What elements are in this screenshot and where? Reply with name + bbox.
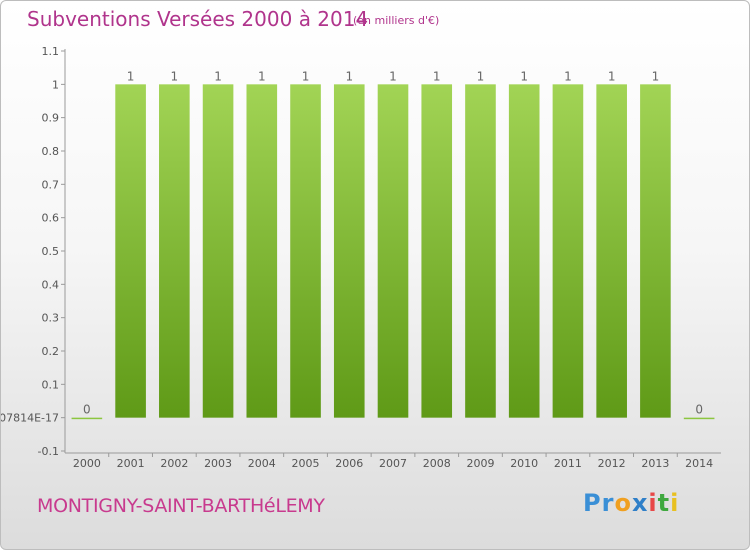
x-tick-label: 2009	[466, 457, 494, 470]
data-label-2011: 1	[564, 69, 572, 83]
chart-title: Subventions Versées 2000 à 2014	[27, 7, 369, 31]
bar-2006	[333, 84, 365, 418]
bar-2008	[421, 84, 453, 418]
data-label-2004: 1	[258, 69, 266, 83]
data-label-2012: 1	[608, 69, 616, 83]
chart-subtitle: (en milliers d'€)	[353, 14, 440, 27]
y-tick-label: 0.8	[42, 145, 60, 158]
bar-2011	[552, 84, 584, 418]
bar-chart: 1.1 1 0.9 0.8 0.7 0.6 0.5 0.4 0.3 0.2 0.1 1.3877787…	[1, 45, 721, 470]
data-label-2007: 1	[389, 69, 397, 83]
data-label-2002: 1	[171, 69, 179, 83]
logo-part-1: Pr	[583, 489, 615, 517]
bar-2012	[596, 84, 627, 418]
bar-2005	[290, 84, 321, 418]
y-tick-label: 0.9	[42, 112, 60, 125]
bar-2002	[159, 84, 190, 418]
x-tick-label: 2001	[117, 457, 145, 470]
x-tick-label: 2014	[685, 457, 713, 470]
y-tick-label: 0.5	[42, 245, 60, 258]
bar-2003	[202, 84, 234, 418]
data-label-2008: 1	[433, 69, 441, 83]
bar-2001	[115, 84, 146, 418]
data-label-2001: 1	[127, 69, 135, 83]
x-tick-label: 2007	[379, 457, 407, 470]
bar-2010	[508, 84, 540, 418]
data-label-2006: 1	[345, 69, 353, 83]
bar-2004	[246, 84, 278, 418]
y-tick-label: 1.1	[42, 45, 60, 58]
y-tick-label: 0.4	[42, 278, 60, 291]
logo-part-2: o	[614, 489, 632, 517]
proxiti-logo: Proxiti	[583, 489, 679, 517]
x-tick-label: 2012	[598, 457, 626, 470]
y-tick-label: 0.6	[42, 212, 60, 225]
x-tick-label: 2000	[73, 457, 101, 470]
bar-2007	[377, 84, 409, 418]
x-tick-label: 2008	[423, 457, 451, 470]
x-tick-label: 2004	[248, 457, 276, 470]
bar-2014	[683, 417, 715, 420]
data-label-2003: 1	[214, 69, 222, 83]
y-tick-label: -0.1	[38, 445, 59, 458]
x-tick-label: 2013	[641, 457, 669, 470]
y-tick-label: 0.1	[42, 378, 60, 391]
logo-part-5: t	[657, 489, 671, 517]
y-tick-label: 0.7	[42, 178, 60, 191]
logo-part-3: x	[631, 489, 649, 517]
bar-2013	[640, 84, 671, 418]
bar-2009	[465, 84, 496, 418]
data-label-2010: 1	[520, 69, 528, 83]
logo-part-6: i	[670, 489, 680, 517]
y-tick-label: 1	[52, 78, 59, 91]
y-tick-label: 0.2	[42, 345, 60, 358]
data-label-2009: 1	[477, 69, 485, 83]
x-tick-label: 2011	[554, 457, 582, 470]
bar-2000	[71, 417, 103, 420]
x-tick-label: 2002	[160, 457, 188, 470]
logo-part-4: i	[648, 489, 658, 517]
x-tick-label: 2003	[204, 457, 232, 470]
y-tick-label: 1.3877787807814E-17	[1, 412, 59, 425]
data-label-2014: 0	[695, 403, 703, 417]
commune-name: MONTIGNY-SAINT-BARTHéLEMY	[37, 495, 325, 517]
data-label-2005: 1	[302, 69, 310, 83]
x-tick-label: 2005	[292, 457, 320, 470]
data-label-2000: 0	[83, 403, 91, 417]
x-tick-label: 2010	[510, 457, 538, 470]
x-tick-label: 2006	[335, 457, 363, 470]
data-label-2013: 1	[652, 69, 660, 83]
y-tick-label: 0.3	[42, 312, 60, 325]
